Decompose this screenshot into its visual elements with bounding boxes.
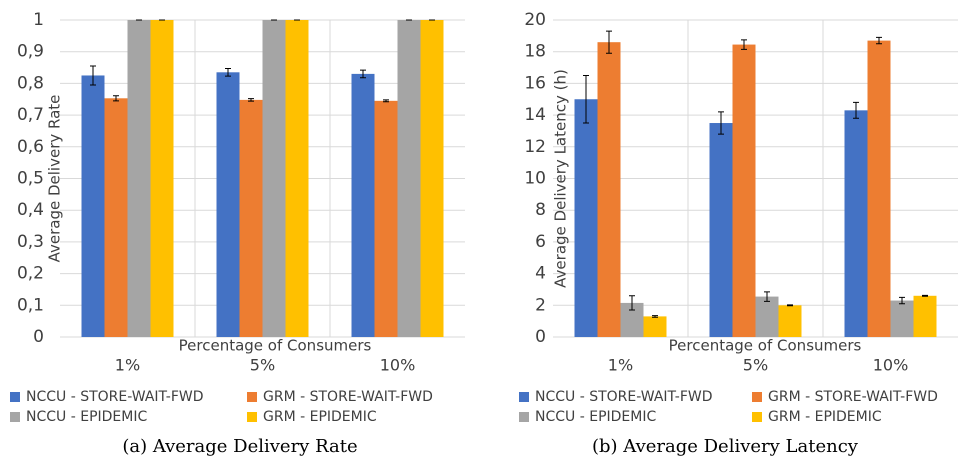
legend-swatch: [10, 392, 20, 402]
bar: [216, 72, 240, 338]
bar: [420, 20, 444, 337]
y-tick-label: 6: [535, 232, 546, 252]
y-tick-label: 0,5: [17, 169, 44, 189]
bar: [643, 316, 667, 337]
caption: (b) Average Delivery Latency: [592, 436, 859, 457]
error-bar: [583, 74, 589, 124]
bar: [104, 98, 128, 337]
legend-label: NCCU - EPIDEMIC: [535, 409, 656, 425]
error-bar: [741, 39, 747, 50]
legend-label: GRM - STORE-WAIT-FWD: [768, 389, 938, 405]
x-axis-title: Percentage of Consumers: [179, 337, 372, 355]
legend-swatch: [519, 392, 529, 402]
bar: [127, 20, 151, 337]
error-bar: [113, 95, 119, 102]
bar: [890, 300, 914, 337]
bar: [285, 20, 309, 337]
y-tick-label: 2: [535, 295, 546, 315]
legend-swatch: [247, 412, 257, 422]
bar: [732, 44, 756, 337]
bar: [844, 110, 868, 337]
y-tick-label: 16: [524, 73, 546, 93]
x-tick-label: 1%: [608, 356, 633, 375]
y-axis-title: Average Delivery Rate: [46, 95, 64, 263]
bar: [755, 296, 779, 337]
legend-label: NCCU - STORE-WAIT-FWD: [535, 389, 713, 405]
legend-swatch: [752, 412, 762, 422]
legend-swatch: [10, 412, 20, 422]
y-tick-label: 0: [535, 327, 546, 347]
bar: [867, 40, 891, 337]
y-tick-label: 0,3: [17, 232, 44, 252]
x-tick-label: 10%: [873, 356, 909, 375]
error-bar: [876, 36, 882, 45]
bar: [778, 305, 802, 337]
error-bar: [922, 294, 928, 297]
y-tick-label: 0,9: [17, 42, 44, 62]
caption: (a) Average Delivery Rate: [122, 436, 357, 457]
bar: [374, 100, 398, 338]
error-bar: [764, 291, 770, 302]
error-bar: [90, 65, 96, 86]
x-tick-label: 1%: [115, 356, 140, 375]
y-tick-label: 1: [33, 10, 44, 30]
x-tick-label: 5%: [250, 356, 275, 375]
legend-swatch: [752, 392, 762, 402]
legend-label: NCCU - STORE-WAIT-FWD: [26, 389, 204, 405]
bar: [81, 75, 105, 337]
bar: [597, 42, 621, 337]
legend-label: GRM - STORE-WAIT-FWD: [263, 389, 433, 405]
legend-swatch: [247, 392, 257, 402]
y-tick-label: 0,7: [17, 105, 44, 125]
error-bar: [606, 30, 612, 54]
error-bar: [652, 315, 658, 318]
y-tick-label: 14: [524, 105, 546, 125]
y-axis-title: Average Delivery Latency (h): [552, 69, 570, 288]
x-axis-title: Percentage of Consumers: [669, 337, 862, 355]
bar: [913, 295, 937, 337]
error-bar: [787, 304, 793, 307]
legend-swatch: [519, 412, 529, 422]
y-tick-label: 0,8: [17, 73, 44, 93]
error-bar: [248, 98, 254, 102]
error-bar: [853, 101, 859, 119]
y-tick-label: 20: [524, 10, 546, 30]
error-bar: [360, 69, 366, 79]
bar: [620, 302, 644, 337]
y-tick-label: 4: [535, 264, 546, 284]
y-tick-label: 18: [524, 42, 546, 62]
bar: [239, 99, 263, 337]
bar: [262, 20, 286, 337]
x-tick-label: 5%: [743, 356, 768, 375]
legend-label: NCCU - EPIDEMIC: [26, 409, 147, 425]
y-tick-label: 0,2: [17, 264, 44, 284]
error-bar: [629, 295, 635, 311]
error-bar: [225, 68, 231, 77]
y-tick-label: 12: [524, 137, 546, 157]
y-tick-label: 0: [33, 327, 44, 347]
x-tick-label: 10%: [380, 356, 416, 375]
bar: [709, 123, 733, 338]
error-bar: [718, 111, 724, 135]
y-tick-label: 10: [524, 169, 546, 189]
bar: [351, 73, 375, 337]
bar: [150, 20, 174, 337]
y-tick-label: 8: [535, 200, 546, 220]
bar: [397, 20, 421, 337]
error-bar: [383, 99, 389, 103]
y-tick-label: 0,4: [17, 200, 44, 220]
bar: [574, 99, 598, 337]
y-tick-label: 0,1: [17, 295, 44, 315]
legend-label: GRM - EPIDEMIC: [263, 409, 377, 425]
legend-label: GRM - EPIDEMIC: [768, 409, 882, 425]
y-tick-label: 0,6: [17, 137, 44, 157]
error-bar: [899, 296, 905, 305]
